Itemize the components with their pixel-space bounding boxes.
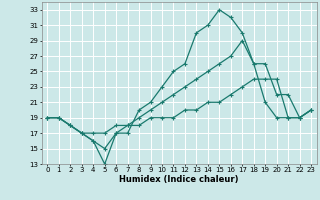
X-axis label: Humidex (Indice chaleur): Humidex (Indice chaleur) [119,175,239,184]
